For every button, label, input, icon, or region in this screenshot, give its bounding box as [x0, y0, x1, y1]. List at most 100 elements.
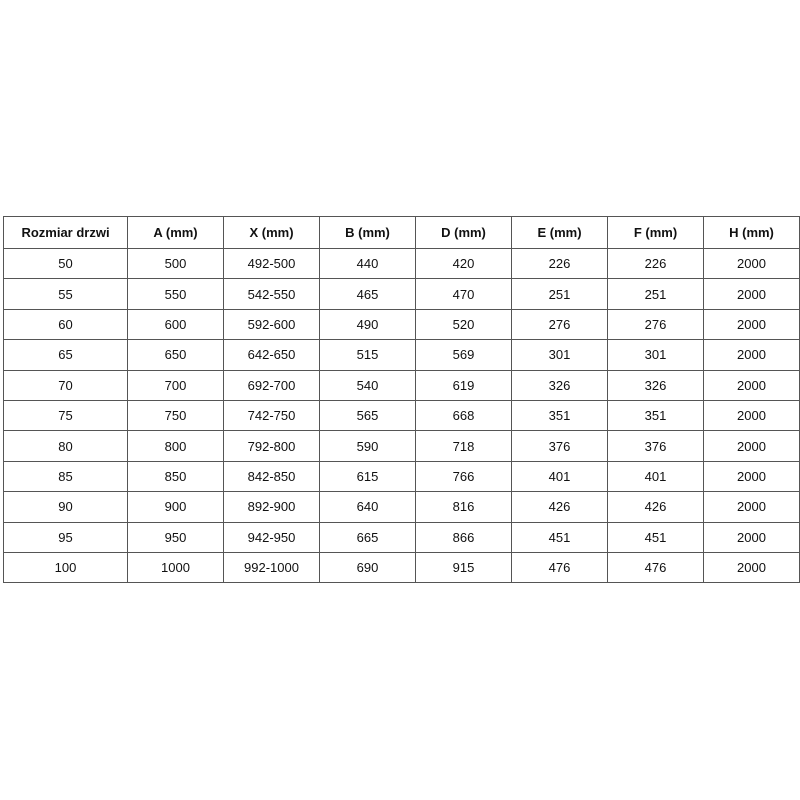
- table-row: 95 950 942-950 665 866 451 451 2000: [3, 521, 800, 553]
- table-cell: 465: [319, 278, 416, 310]
- header-cell: Rozmiar drzwi: [3, 216, 128, 249]
- table-cell: 692-700: [223, 369, 320, 401]
- table-cell: 742-750: [223, 399, 320, 432]
- table-cell: 2000: [703, 247, 800, 280]
- table-cell: 892-900: [223, 491, 320, 523]
- table-cell: 565: [319, 399, 416, 432]
- header-cell: X (mm): [223, 216, 320, 249]
- table-cell: 90: [3, 491, 128, 523]
- table-cell: 2000: [703, 399, 800, 432]
- table-row: 80 800 792-800 590 718 376 376 2000: [3, 430, 800, 462]
- table-cell: 520: [415, 308, 512, 341]
- table-cell: 65: [3, 339, 128, 371]
- table-cell: 451: [607, 521, 704, 553]
- table-cell: 470: [415, 278, 512, 310]
- table-cell: 600: [127, 308, 224, 341]
- table-cell: 615: [319, 460, 416, 493]
- table-cell: 326: [511, 369, 608, 401]
- header-cell: A (mm): [127, 216, 224, 249]
- table-body: 50 500 492-500 440 420 226 226 2000 55 550 542-550…: [3, 247, 800, 584]
- table-cell: 226: [607, 247, 704, 280]
- table-cell: 95: [3, 521, 128, 553]
- table-cell: 540: [319, 369, 416, 401]
- table-cell: 766: [415, 460, 512, 493]
- table-cell: 476: [607, 551, 704, 584]
- table-row: 50 500 492-500 440 420 226 226 2000: [3, 247, 800, 280]
- table-cell: 401: [607, 460, 704, 493]
- table-cell: 85: [3, 460, 128, 493]
- header-cell: F (mm): [607, 216, 704, 249]
- table-cell: 490: [319, 308, 416, 341]
- table-cell: 500: [127, 247, 224, 280]
- header-cell: H (mm): [703, 216, 800, 249]
- table-cell: 542-550: [223, 278, 320, 310]
- table-cell: 100: [3, 551, 128, 584]
- table-cell: 351: [511, 399, 608, 432]
- table-cell: 2000: [703, 460, 800, 493]
- table-cell: 276: [511, 308, 608, 341]
- table-cell: 351: [607, 399, 704, 432]
- table-cell: 550: [127, 278, 224, 310]
- table-cell: 842-850: [223, 460, 320, 493]
- table-cell: 2000: [703, 551, 800, 584]
- table-row: 60 600 592-600 490 520 276 276 2000: [3, 308, 800, 341]
- table-cell: 376: [607, 430, 704, 462]
- table-cell: 276: [607, 308, 704, 341]
- table-cell: 665: [319, 521, 416, 553]
- table-cell: 70: [3, 369, 128, 401]
- table-cell: 2000: [703, 430, 800, 462]
- header-cell: D (mm): [415, 216, 512, 249]
- table-cell: 866: [415, 521, 512, 553]
- table-cell: 650: [127, 339, 224, 371]
- table-row: 90 900 892-900 640 816 426 426 2000: [3, 491, 800, 523]
- table-cell: 718: [415, 430, 512, 462]
- table-cell: 569: [415, 339, 512, 371]
- size-table: Rozmiar drzwi A (mm) X (mm) B (mm) D (mm) E (…: [3, 216, 800, 584]
- table-cell: 2000: [703, 491, 800, 523]
- table-cell: 401: [511, 460, 608, 493]
- table-cell: 992-1000: [223, 551, 320, 584]
- table-cell: 792-800: [223, 430, 320, 462]
- table-cell: 515: [319, 339, 416, 371]
- table-cell: 50: [3, 247, 128, 280]
- header-row: Rozmiar drzwi A (mm) X (mm) B (mm) D (mm) E (…: [3, 216, 800, 249]
- table-cell: 915: [415, 551, 512, 584]
- table-cell: 690: [319, 551, 416, 584]
- table-cell: 451: [511, 521, 608, 553]
- table-cell: 668: [415, 399, 512, 432]
- table-cell: 942-950: [223, 521, 320, 553]
- table-cell: 426: [607, 491, 704, 523]
- table-cell: 592-600: [223, 308, 320, 341]
- table-row: 70 700 692-700 540 619 326 326 2000: [3, 369, 800, 401]
- table-cell: 301: [607, 339, 704, 371]
- table-cell: 476: [511, 551, 608, 584]
- table-row: 55 550 542-550 465 470 251 251 2000: [3, 278, 800, 310]
- table-cell: 1000: [127, 551, 224, 584]
- table-row: 100 1000 992-1000 690 915 476 476 2000: [3, 551, 800, 584]
- table-cell: 850: [127, 460, 224, 493]
- table-cell: 900: [127, 491, 224, 523]
- table-cell: 640: [319, 491, 416, 523]
- table-cell: 492-500: [223, 247, 320, 280]
- table-cell: 426: [511, 491, 608, 523]
- table-cell: 619: [415, 369, 512, 401]
- table-cell: 55: [3, 278, 128, 310]
- table-cell: 326: [607, 369, 704, 401]
- table-cell: 950: [127, 521, 224, 553]
- table-cell: 440: [319, 247, 416, 280]
- table-row: 85 850 842-850 615 766 401 401 2000: [3, 460, 800, 493]
- table-cell: 226: [511, 247, 608, 280]
- table-cell: 75: [3, 399, 128, 432]
- table-cell: 816: [415, 491, 512, 523]
- table-cell: 2000: [703, 278, 800, 310]
- table-row: 65 650 642-650 515 569 301 301 2000: [3, 339, 800, 371]
- table-cell: 2000: [703, 369, 800, 401]
- table-cell: 60: [3, 308, 128, 341]
- header-cell: E (mm): [511, 216, 608, 249]
- table-cell: 590: [319, 430, 416, 462]
- table-cell: 376: [511, 430, 608, 462]
- table-cell: 80: [3, 430, 128, 462]
- table-cell: 251: [511, 278, 608, 310]
- table-cell: 800: [127, 430, 224, 462]
- table-cell: 2000: [703, 339, 800, 371]
